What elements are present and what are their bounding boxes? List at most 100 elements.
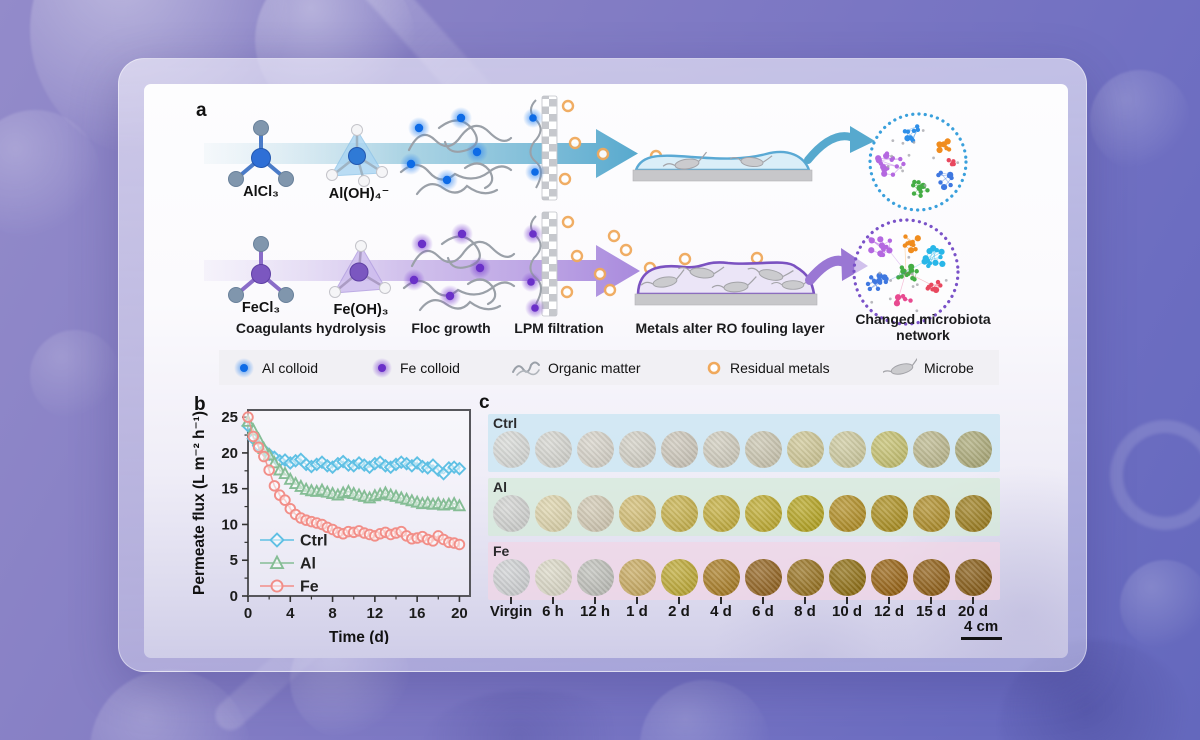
timepoint-label: 12 d	[873, 603, 905, 620]
membrane-row-label: Fe	[493, 543, 510, 559]
timepoint-label: 6 d	[752, 603, 774, 620]
timepoint-tick	[552, 597, 554, 604]
stage-metals-alter-ro: Metals alter RO fouling layer	[635, 320, 825, 336]
membrane-photo	[618, 559, 656, 596]
legend-microbe: Microbe	[883, 350, 974, 385]
feoh3-molecule-icon	[329, 240, 391, 298]
membrane-photo	[744, 559, 782, 596]
svg-text:Time (d): Time (d)	[329, 629, 389, 644]
membrane-photo	[912, 559, 950, 596]
fe-process-arrow	[204, 245, 640, 297]
panel-a-letter: a	[196, 100, 207, 121]
aloh4-molecule-icon	[326, 124, 388, 187]
membrane-photo	[786, 431, 824, 468]
membrane-photo	[576, 431, 614, 468]
membrane-photo	[702, 431, 740, 468]
stage-floc-growth: Floc growth	[411, 320, 491, 336]
membrane-photo	[534, 559, 572, 596]
membrane-photo	[870, 495, 908, 532]
svg-text:20: 20	[221, 445, 238, 462]
lpm-filter-membrane	[523, 95, 558, 201]
membrane-photo	[954, 559, 992, 596]
membrane-photo	[702, 495, 740, 532]
membrane-photo	[954, 495, 992, 532]
timepoint-label: 15 d	[915, 603, 947, 620]
figure-card: a	[118, 58, 1087, 672]
panel-a-illustration	[204, 95, 968, 326]
legend-label: Organic matter	[548, 359, 641, 376]
legend-al-colloid: Al colloid	[233, 350, 318, 385]
membrane-photo	[534, 431, 572, 468]
legend-fe-colloid: Fe colloid	[371, 350, 460, 385]
membrane-row-fe: Fe	[488, 542, 1000, 600]
membrane-row-al: Al	[488, 478, 1000, 536]
bg-molecule-sphere	[1120, 560, 1200, 650]
timepoint-label: 2 d	[668, 603, 690, 620]
svg-text:Al: Al	[300, 556, 316, 573]
al-colloid-icon	[234, 357, 254, 378]
membrane-row-label: Ctrl	[493, 415, 518, 431]
svg-text:15: 15	[221, 481, 238, 498]
legend-label: Fe colloid	[400, 359, 460, 376]
legend-label: Residual metals	[730, 359, 830, 376]
chart-legend: Ctrl Al Fe	[260, 532, 328, 596]
figure-panel: a	[144, 84, 1068, 658]
membrane-photo	[744, 495, 782, 532]
timepoint-tick	[510, 597, 512, 604]
scale-bar	[961, 637, 1002, 640]
timepoint-label: 10 d	[831, 603, 863, 620]
membrane-photo	[618, 495, 656, 532]
membrane-photo	[786, 559, 824, 596]
series-fe	[242, 411, 466, 551]
microbe-icon	[883, 356, 917, 375]
bg-molecule-ring	[1110, 420, 1200, 530]
series-al	[241, 413, 467, 512]
membrane-photo	[786, 495, 824, 532]
membrane-photo	[618, 431, 656, 468]
svg-text:25: 25	[221, 409, 238, 426]
organic-matter-icon	[512, 361, 540, 376]
timepoint-tick	[678, 597, 680, 604]
legend-label: Microbe	[924, 359, 974, 376]
membrane-photo	[870, 431, 908, 468]
aloh4-label: Al(OH)₄⁻	[328, 186, 390, 202]
legend-organic-matter: Organic matter	[511, 350, 641, 385]
membrane-row-label: Al	[493, 479, 507, 495]
stage-lpm-filtration: LPM filtration	[514, 320, 604, 336]
residual-metals-icon	[707, 361, 721, 374]
stage-coagulants-hydrolysis: Coagulants hydrolysis	[235, 320, 387, 336]
legend-residual-metals: Residual metals	[705, 350, 830, 385]
membrane-photo	[492, 495, 530, 532]
timepoint-tick	[762, 597, 764, 604]
svg-text:Ctrl: Ctrl	[300, 533, 328, 550]
timepoint-tick	[972, 597, 974, 604]
membrane-photo	[576, 559, 614, 596]
timepoint-label: 8 d	[794, 603, 816, 620]
al-process-arrow	[204, 129, 638, 178]
lpm-filter-membrane	[521, 211, 558, 318]
membrane-photo	[660, 559, 698, 596]
membrane-photo	[534, 495, 572, 532]
panel-c-letter: c	[479, 392, 490, 413]
membrane-photo	[492, 431, 530, 468]
svg-text:8: 8	[328, 605, 336, 622]
alcl3-label: AlCl₃	[243, 184, 279, 200]
panel-a-legend: Al colloid Fe colloid Organic matter Res…	[219, 350, 999, 385]
microbes-in-fouling-layer	[640, 151, 813, 293]
membrane-row-ctrl: Ctrl	[488, 414, 1000, 472]
timepoint-label: 6 h	[542, 603, 564, 620]
bg-molecule-sphere	[30, 330, 120, 420]
bg-molecule-sphere	[0, 110, 100, 240]
membrane-photo	[660, 431, 698, 468]
timepoint-label: Virgin	[489, 603, 533, 620]
permeate-flux-chart: 0 4 8 12 16 20 0 5 10 15 20 25 Time (d) Permeate flux…	[191, 409, 471, 644]
al-network-arrow	[804, 126, 875, 164]
membrane-photo	[492, 559, 530, 596]
fe-colloid-icon	[372, 357, 392, 378]
membrane-photo	[828, 431, 866, 468]
membrane-photo	[660, 495, 698, 532]
timepoint-tick	[720, 597, 722, 604]
svg-text:10: 10	[221, 516, 238, 533]
bg-molecule-sphere	[90, 670, 250, 740]
